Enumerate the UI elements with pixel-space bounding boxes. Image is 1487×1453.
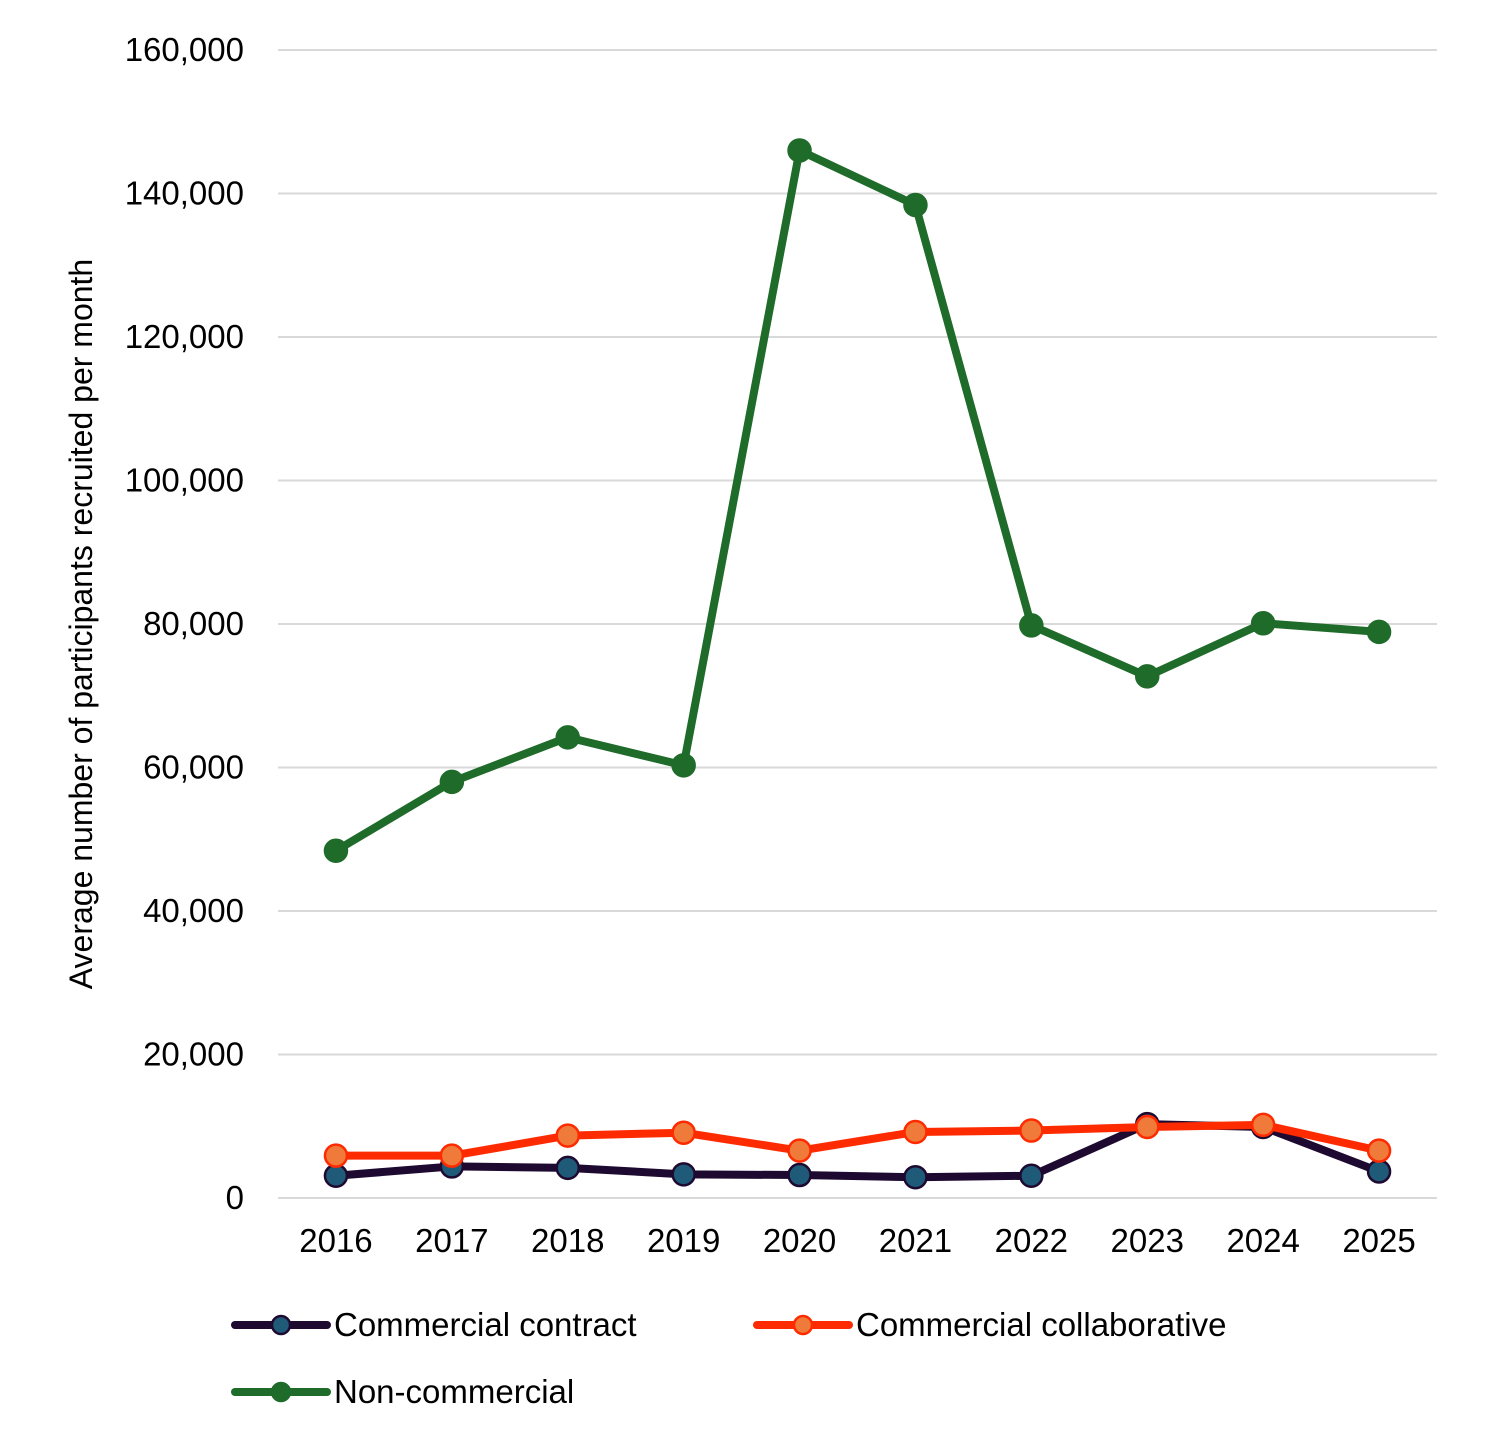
data-point (1019, 613, 1044, 638)
data-point (787, 138, 812, 163)
data-point (555, 1155, 580, 1181)
x-tick-label: 2025 (1342, 1222, 1415, 1259)
legend-swatch-marker (270, 1381, 292, 1403)
data-point (671, 753, 696, 778)
data-point (671, 1120, 696, 1145)
y-tick-label: 100,000 (125, 462, 244, 499)
data-point (1366, 619, 1392, 645)
data-point (903, 192, 928, 218)
y-tick-label: 120,000 (125, 318, 244, 355)
x-tick-label: 2024 (1226, 1222, 1299, 1259)
legend-item: Commercial contract (231, 1306, 637, 1343)
series-non-commercial (323, 138, 1392, 863)
legend: Commercial contract Commercial collaborat… (231, 1306, 1226, 1410)
legend-item: Non-commercial (231, 1373, 574, 1410)
data-point (323, 1163, 349, 1189)
y-tick-label: 60,000 (143, 749, 244, 786)
data-point (787, 1162, 812, 1188)
x-tick-label: 2019 (647, 1222, 720, 1259)
data-point (1019, 1118, 1044, 1143)
data-point (903, 1119, 928, 1145)
gridlines (278, 49, 1437, 1199)
data-point (323, 1143, 349, 1168)
data-point (555, 1123, 580, 1148)
series-line (331, 1120, 1384, 1160)
legend-swatch-marker (792, 1314, 814, 1336)
y-axis-tick-labels: 0 20,000 40,000 60,000 80,000 100,000 120,000 1… (125, 31, 244, 1216)
data-point (903, 1164, 928, 1190)
data-point (1135, 664, 1160, 689)
legend-label: Commercial contract (334, 1306, 637, 1343)
data-point (671, 1162, 696, 1187)
x-tick-label: 2022 (995, 1222, 1068, 1259)
y-tick-label: 40,000 (143, 892, 244, 929)
x-tick-label: 2023 (1111, 1222, 1184, 1259)
data-point (555, 725, 580, 750)
legend-swatch-marker (270, 1314, 292, 1336)
legend-label: Commercial collaborative (856, 1306, 1226, 1343)
y-tick-label: 20,000 (143, 1036, 244, 1073)
x-tick-label: 2020 (763, 1222, 836, 1259)
series-commercial-collaborative (323, 1112, 1392, 1168)
data-point (1019, 1163, 1044, 1189)
y-tick-label: 80,000 (143, 605, 244, 642)
x-axis-tick-labels: 2016 2017 2018 2019 2020 2021 2022 2023 2024 2025 (299, 1222, 1416, 1259)
x-tick-label: 2021 (879, 1222, 952, 1259)
series-line (331, 146, 1384, 855)
data-point (1366, 1138, 1392, 1163)
legend-label: Non-commercial (334, 1373, 574, 1410)
y-tick-label: 160,000 (125, 31, 244, 68)
x-tick-label: 2018 (531, 1222, 604, 1259)
data-point (439, 769, 465, 795)
series-lines (323, 138, 1392, 1190)
data-point (1366, 1159, 1392, 1184)
y-axis-title: Average number of participants recruited… (63, 259, 99, 989)
data-point (1250, 611, 1276, 636)
legend-item: Commercial collaborative (753, 1306, 1226, 1343)
data-point (439, 1143, 465, 1168)
data-point (323, 838, 349, 863)
data-point (787, 1138, 812, 1163)
y-tick-label: 0 (226, 1179, 244, 1216)
data-point (1135, 1114, 1160, 1140)
x-tick-label: 2017 (415, 1222, 488, 1259)
y-tick-label: 140,000 (125, 175, 244, 212)
data-point (1250, 1112, 1276, 1138)
x-tick-label: 2016 (299, 1222, 372, 1259)
